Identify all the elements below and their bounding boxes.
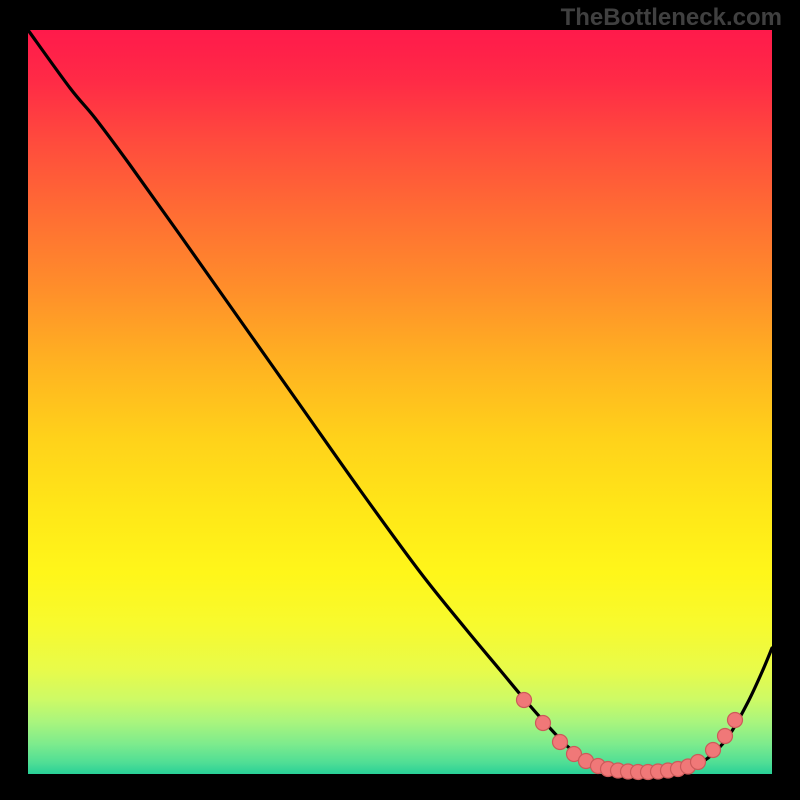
data-marker [691, 755, 706, 770]
chart-stage: TheBottleneck.com [0, 0, 800, 800]
data-marker [553, 735, 568, 750]
data-marker [536, 716, 551, 731]
gradient-background [28, 30, 772, 774]
data-marker [517, 693, 532, 708]
data-marker [718, 729, 733, 744]
data-marker [706, 743, 721, 758]
watermark-text: TheBottleneck.com [561, 4, 782, 32]
data-marker [728, 713, 743, 728]
bottleneck-chart [0, 0, 800, 800]
